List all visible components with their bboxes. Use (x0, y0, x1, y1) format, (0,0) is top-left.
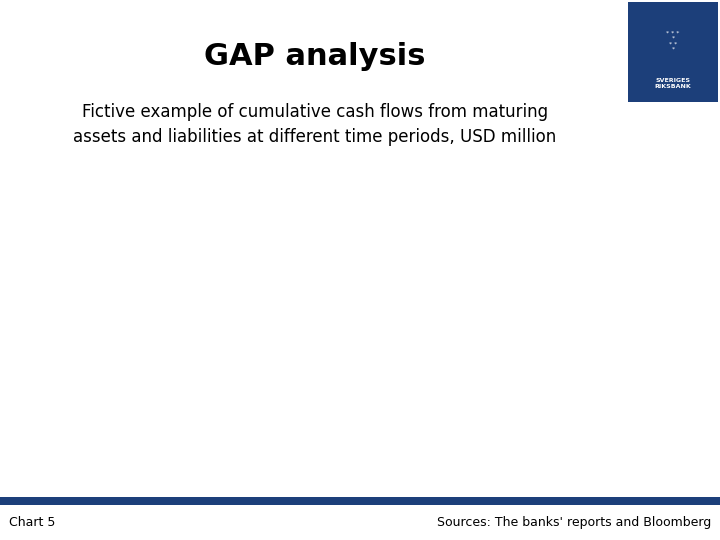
Bar (0, 497, 720, 505)
Text: Sources: The banks' reports and Bloomberg: Sources: The banks' reports and Bloomber… (437, 516, 711, 529)
Text: * * *
 *
* *
 *: * * * * * * * (666, 31, 680, 52)
Text: Fictive example of cumulative cash flows from maturing
assets and liabilities at: Fictive example of cumulative cash flows… (73, 103, 557, 146)
Text: GAP analysis: GAP analysis (204, 42, 426, 71)
Bar (628, 2, 718, 102)
Text: Chart 5: Chart 5 (9, 516, 55, 529)
Text: SVERIGES
RIKSBANK: SVERIGES RIKSBANK (654, 78, 691, 89)
